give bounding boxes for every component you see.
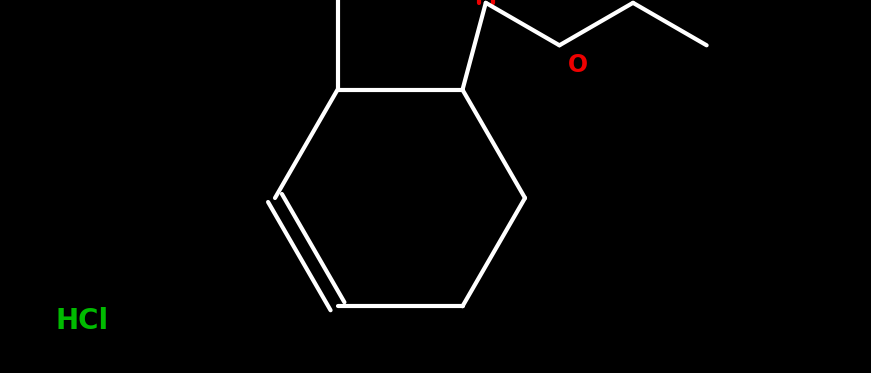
Text: HCl: HCl bbox=[55, 307, 108, 335]
Text: O: O bbox=[567, 53, 588, 77]
